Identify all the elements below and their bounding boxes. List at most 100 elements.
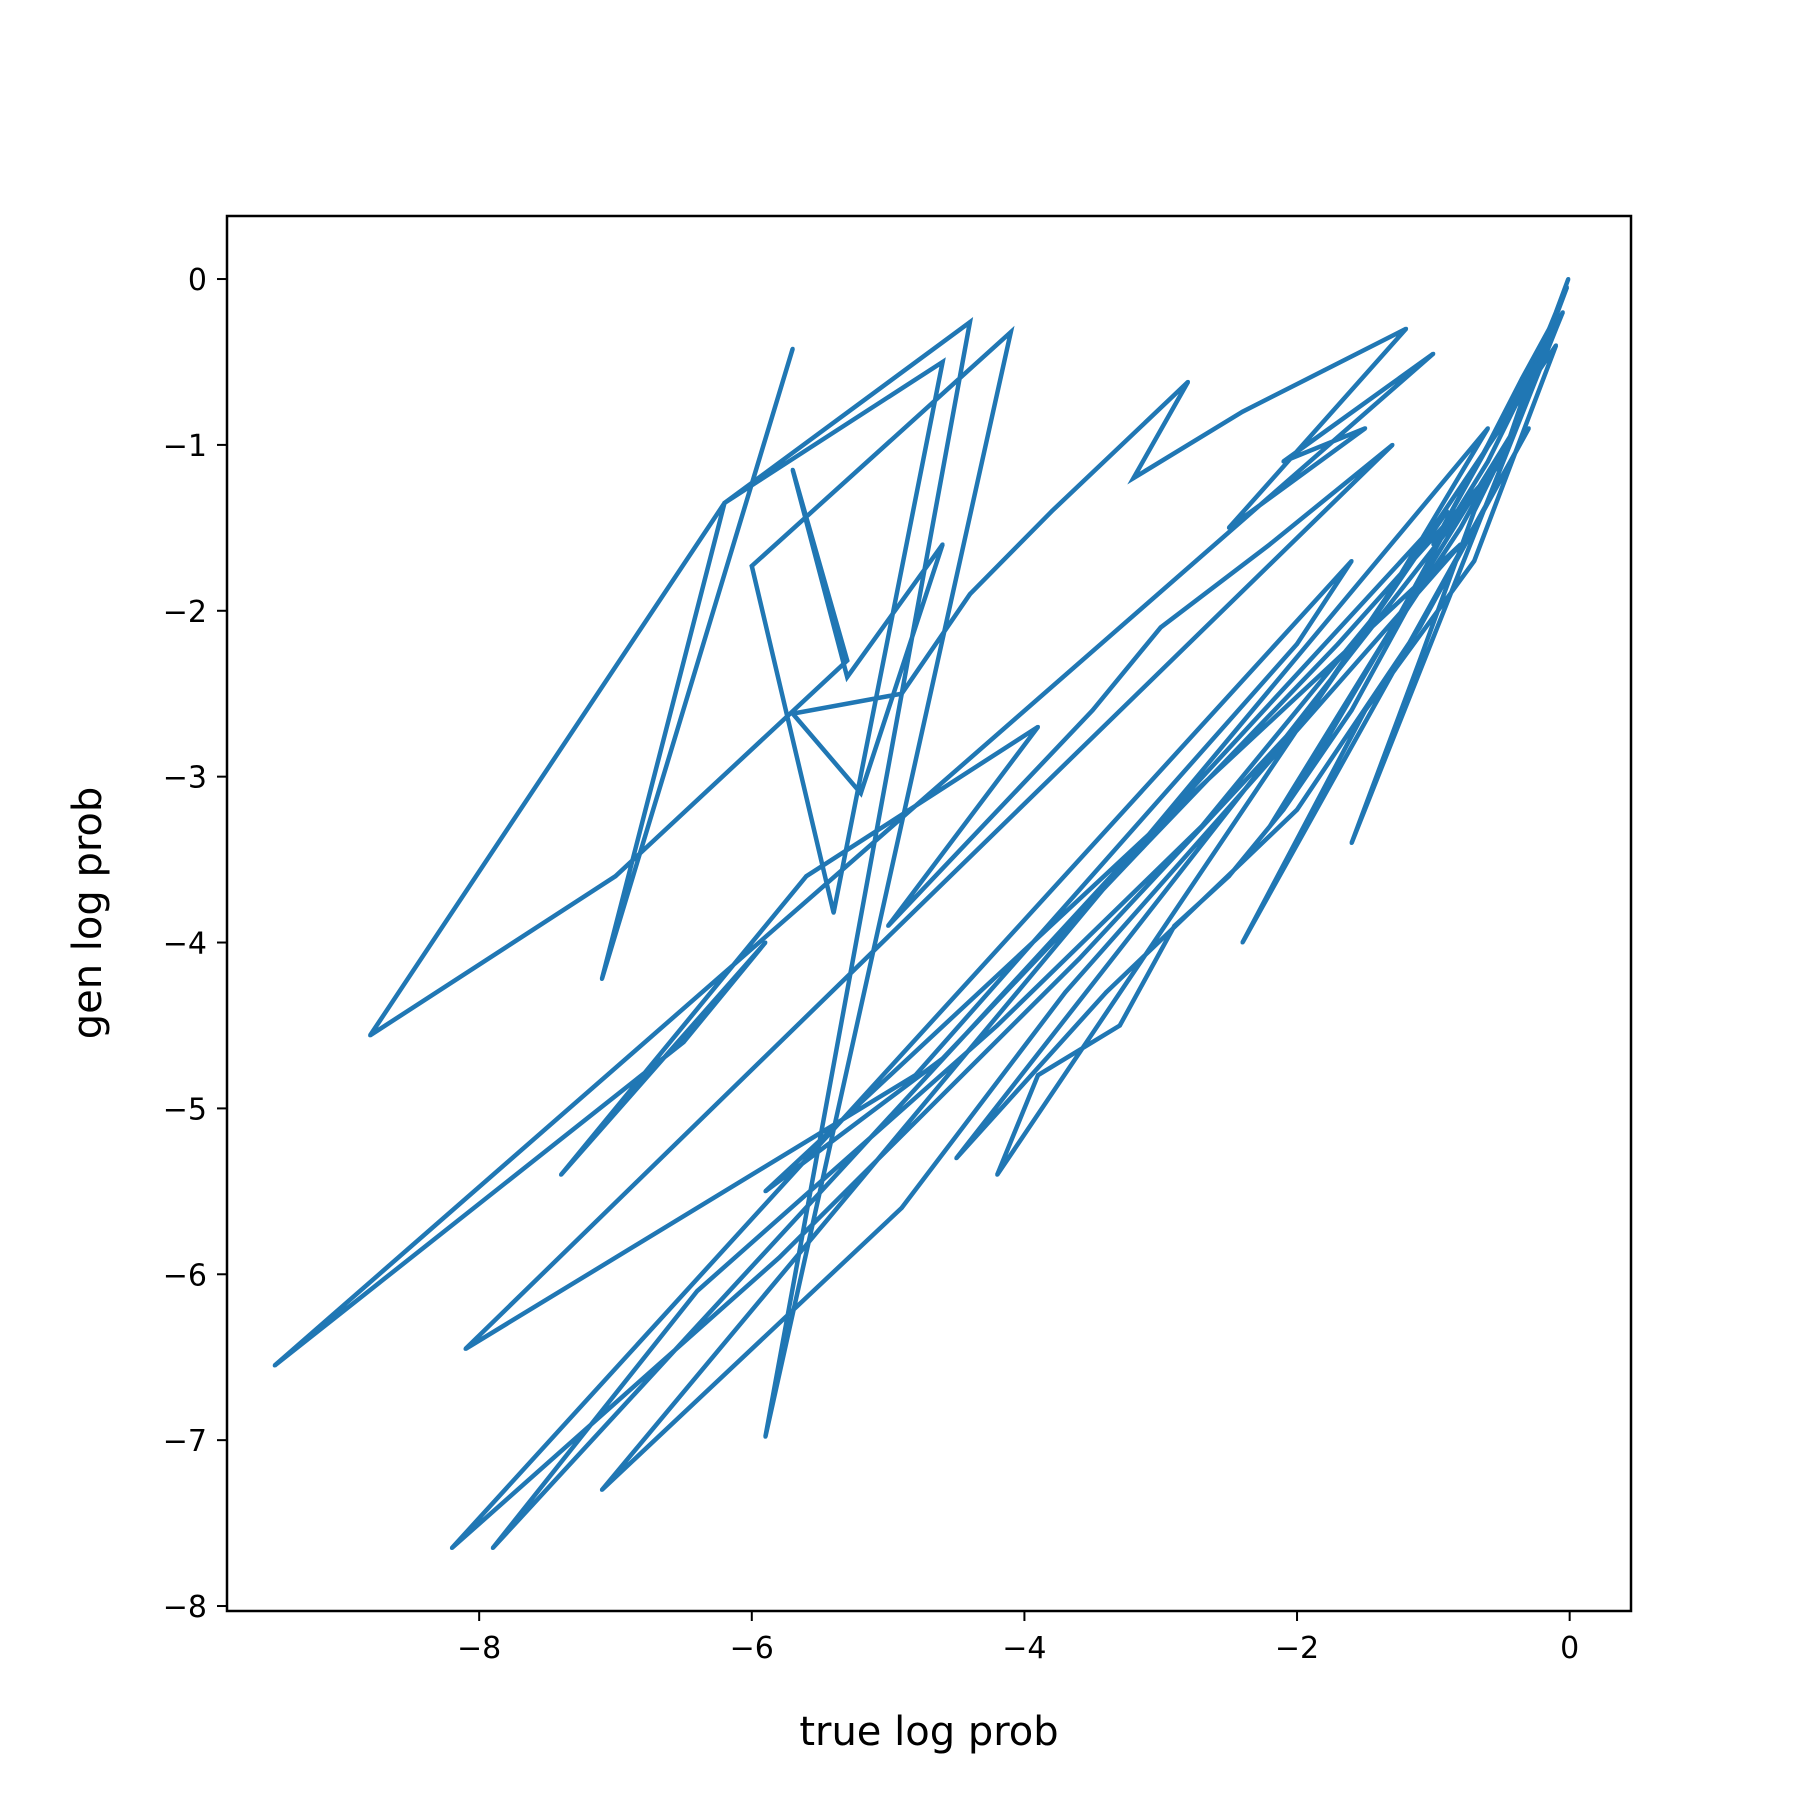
- data-point: [1349, 559, 1354, 563]
- data-point: [1485, 442, 1490, 447]
- data-point: [1533, 360, 1538, 364]
- data-point: [886, 923, 891, 928]
- data-point: [1308, 708, 1313, 713]
- data-point: [1076, 957, 1081, 962]
- data-point: [845, 675, 850, 680]
- plot-frame: [225, 214, 1633, 1613]
- data-point: [1349, 841, 1354, 845]
- data-point: [1349, 708, 1354, 713]
- data-point: [599, 977, 604, 981]
- data-point: [995, 1172, 1000, 1177]
- data-point: [490, 1546, 495, 1550]
- series-line-0: [273, 278, 1571, 1550]
- data-point: [1322, 368, 1327, 373]
- data-point: [1485, 459, 1490, 464]
- data-point: [1226, 525, 1231, 530]
- data-point: [831, 910, 836, 915]
- data-point: [1554, 343, 1558, 348]
- data-point: [1390, 625, 1395, 630]
- data-point: [1363, 426, 1368, 431]
- data-point: [954, 1156, 959, 1161]
- data-point: [763, 1434, 768, 1439]
- data-point: [1417, 658, 1422, 663]
- data-point: [858, 791, 863, 796]
- data-point: [1063, 990, 1068, 995]
- data-point: [722, 501, 727, 505]
- data-point: [1281, 459, 1286, 464]
- series-layer: [272, 277, 1571, 1550]
- data-point: [1513, 426, 1518, 431]
- data-point: [1295, 807, 1299, 812]
- data-point: [899, 1205, 904, 1210]
- data-point: [463, 1346, 468, 1351]
- data-point: [1431, 542, 1436, 547]
- y-tick-label: −2: [163, 595, 207, 630]
- data-point: [763, 940, 768, 945]
- data-point: [1226, 874, 1231, 879]
- data-point: [1445, 525, 1449, 530]
- x-axis-label: true log prob: [799, 1709, 1058, 1755]
- data-point: [1240, 409, 1245, 414]
- data-point: [368, 1033, 373, 1038]
- data-point: [1431, 351, 1436, 356]
- x-tick-label: −8: [457, 1631, 501, 1666]
- data-point: [899, 691, 904, 696]
- data-point: [1458, 542, 1463, 547]
- data-point: [845, 658, 850, 663]
- x-tick-label: 0: [1560, 1631, 1579, 1666]
- data-point: [1540, 360, 1545, 364]
- data-point: [940, 1056, 945, 1061]
- data-point: [681, 1040, 686, 1045]
- data-point: [940, 542, 945, 547]
- data-point: [790, 467, 795, 472]
- data-point: [1254, 774, 1259, 779]
- data-point: [599, 1487, 604, 1492]
- data-point: [1445, 509, 1449, 514]
- x-tick-label: −2: [1275, 1631, 1319, 1666]
- y-tick-label: −3: [163, 761, 207, 796]
- data-point: [1564, 285, 1569, 290]
- data-point: [1554, 326, 1558, 331]
- data-point: [1554, 310, 1558, 315]
- data-point: [913, 1073, 918, 1078]
- data-point: [1390, 442, 1395, 447]
- data-point: [1560, 310, 1565, 315]
- data-point: [1049, 509, 1054, 514]
- data-point: [1472, 509, 1477, 514]
- data-point: [940, 360, 945, 364]
- data-point: [777, 1255, 782, 1260]
- y-axis-label: gen log prob: [65, 787, 111, 1040]
- x-tick-label: −6: [730, 1631, 774, 1666]
- y-tick-label: −6: [163, 1258, 207, 1293]
- data-point: [1158, 625, 1163, 630]
- data-point: [1131, 476, 1136, 481]
- data-point: [1036, 1073, 1040, 1078]
- data-point: [1104, 990, 1109, 995]
- data-point: [613, 874, 618, 879]
- data-point: [763, 1189, 768, 1194]
- data-point: [1458, 525, 1463, 530]
- data-point: [1295, 642, 1299, 646]
- data-point: [967, 592, 972, 597]
- data-point: [1499, 459, 1504, 464]
- y-tick-label: −1: [163, 429, 207, 464]
- data-point: [1117, 1023, 1122, 1028]
- data-point: [1240, 940, 1245, 945]
- data-point: [1172, 923, 1177, 928]
- data-point: [1090, 708, 1095, 713]
- x-tick-label: −4: [1002, 1631, 1046, 1666]
- y-axis: 0 −1 −2 −3 −4 −5 −6 −7 −8: [163, 263, 227, 1625]
- data-point: [559, 1172, 563, 1177]
- data-point: [804, 874, 809, 879]
- data-point: [749, 564, 754, 568]
- data-point: [995, 1023, 1000, 1028]
- data-point: [1104, 857, 1109, 862]
- data-point: [272, 1363, 277, 1368]
- data-point: [1363, 708, 1368, 713]
- data-point: [1376, 608, 1381, 613]
- data-point: [1472, 559, 1477, 563]
- data-point: [1485, 426, 1490, 431]
- data-point: [1566, 277, 1571, 281]
